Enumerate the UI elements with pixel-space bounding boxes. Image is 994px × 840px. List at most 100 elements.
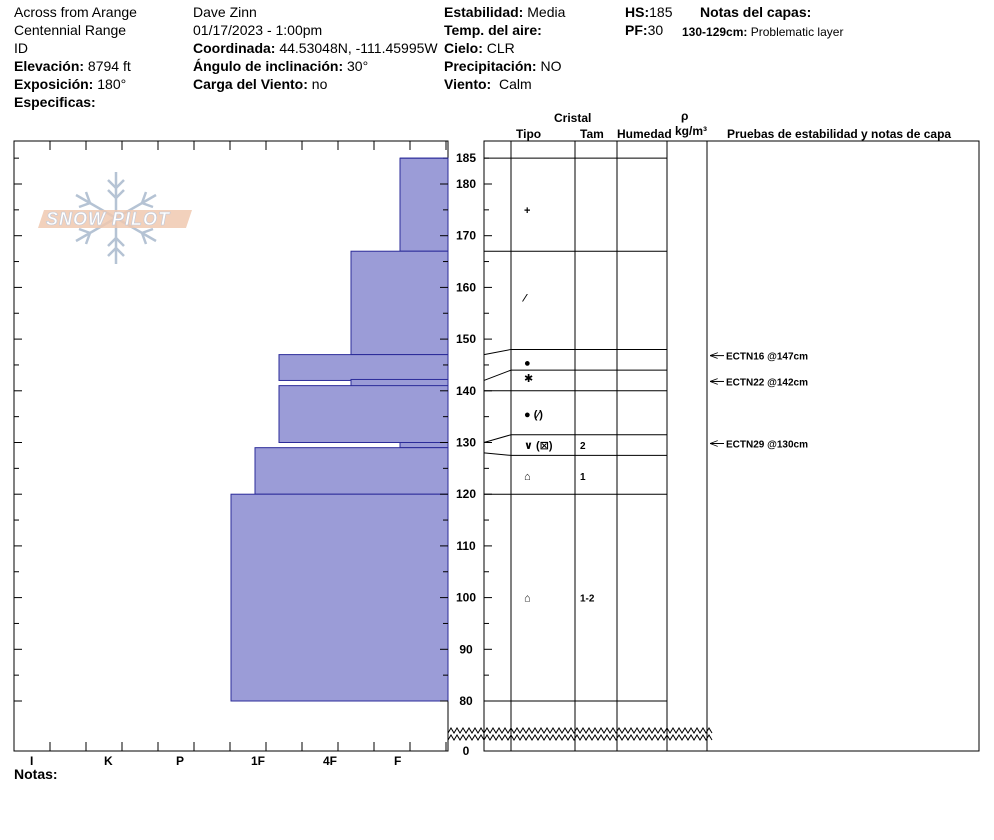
stability-label: Estabilidad: xyxy=(444,4,524,20)
aspect-field: Exposición: 180° xyxy=(14,76,126,92)
grain-size: 1 xyxy=(580,472,586,483)
aspect-label: Exposición: xyxy=(14,76,94,92)
tests-header: Pruebas de estabilidad y notas de capa xyxy=(727,127,952,141)
layer-connector xyxy=(483,452,512,456)
density-unit-header: kg/m³ xyxy=(675,124,708,138)
hardness-bar xyxy=(278,354,449,381)
precip-value: NO xyxy=(540,58,562,74)
height-tick-label: 80 xyxy=(459,694,473,708)
layer-note-range: 130-129cm: xyxy=(682,25,748,39)
wind-field: Viento: Calm xyxy=(444,76,532,92)
height-tick-label: 185 xyxy=(456,151,476,165)
hardness-bar xyxy=(230,493,449,702)
layer-connector xyxy=(483,434,512,443)
wind-load-field: Carga del Viento: no xyxy=(193,76,327,92)
break-squiggle xyxy=(447,734,713,741)
aspect-value: 180° xyxy=(97,76,127,92)
test-label: ECTN22 @142cm xyxy=(726,377,808,388)
hardness-bar xyxy=(350,378,449,388)
height-tick-label: 170 xyxy=(456,229,476,243)
grain-symbol: ∨ (⊠) xyxy=(524,440,553,452)
grain-size: 1-2 xyxy=(580,594,595,605)
layer-note: 130-129cm: Problematic layer xyxy=(682,24,843,40)
wind-label: Viento: xyxy=(444,76,492,92)
air-temp-field: Temp. del aire: xyxy=(444,22,542,38)
height-tick-label: 140 xyxy=(456,384,476,398)
specifics-label: Especificas: xyxy=(14,94,96,110)
location-name: Across from Arange xyxy=(14,4,137,20)
test-label: ECTN16 @147cm xyxy=(726,352,808,363)
hardness-bar xyxy=(399,157,449,252)
height-tick-label: 180 xyxy=(456,177,476,191)
slope-value: 30° xyxy=(347,58,369,74)
mountain-range: Centennial Range xyxy=(14,22,127,38)
layer-connector xyxy=(483,369,512,381)
slope-field: Ángulo de inclinación: 30° xyxy=(193,58,368,74)
size-header: Tam xyxy=(580,127,604,141)
grain-symbol: ⁄ xyxy=(521,293,528,305)
observation-datetime: 01/17/2023 - 1:00pm xyxy=(193,22,323,38)
wind-load-label: Carga del Viento: xyxy=(193,76,308,92)
hardness-label: K xyxy=(104,754,113,768)
height-tick-label: 100 xyxy=(456,591,476,605)
elevation-value: 8794 ft xyxy=(87,58,131,74)
hardness-label: F xyxy=(394,754,402,768)
coordinate-label: Coordinada: xyxy=(193,40,276,56)
wind-value: Calm xyxy=(498,76,532,92)
coordinate-value: 44.53048N, -111.45995W xyxy=(279,40,438,56)
slope-label: Ángulo de inclinación: xyxy=(193,58,344,74)
pf-label: PF: xyxy=(625,22,648,38)
height-axis: 185 180 170 160 150 140 130 120 110 100 90 80 0 xyxy=(400,151,492,758)
hardness-label: I xyxy=(30,754,34,768)
grain-table-frame xyxy=(483,140,980,752)
pf-field: PF:30 xyxy=(625,22,663,38)
height-tick-label: 90 xyxy=(459,642,473,656)
layer-notes-label: Notas del capas: xyxy=(700,4,812,20)
coordinate-field: Coordinada: 44.53048N, -111.45995W xyxy=(193,40,438,56)
height-tick-label: 110 xyxy=(456,539,476,553)
hs-field: HS:185 xyxy=(625,4,672,20)
hardness-bar xyxy=(350,250,449,356)
break-squiggle xyxy=(447,727,713,734)
stability-field: Estabilidad: Media xyxy=(444,4,565,20)
grain-symbol: ● (⁄) xyxy=(524,409,543,421)
layer-boundaries xyxy=(483,157,667,702)
logo-text: SNOW PILOT xyxy=(46,209,170,230)
state-code: ID xyxy=(14,40,28,56)
elevation-label: Elevación: xyxy=(14,58,85,74)
rho-header: ρ xyxy=(681,109,689,123)
sky-value: CLR xyxy=(486,40,515,56)
hardness-label: 1F xyxy=(251,754,266,768)
hardness-bar xyxy=(399,442,449,449)
stability-value: Media xyxy=(527,4,566,20)
type-header: Tipo xyxy=(516,127,542,141)
height-tick-label: 120 xyxy=(456,487,476,501)
observer-name: Dave Zinn xyxy=(193,4,257,20)
precip-label: Precipitación: xyxy=(444,58,537,74)
grain-size: 2 xyxy=(580,441,586,452)
hardness-bar xyxy=(254,447,449,495)
pf-value: 30 xyxy=(647,22,664,38)
test-label: ECTN29 @130cm xyxy=(726,440,808,451)
snowpilot-logo: SNOW PILOT xyxy=(38,170,198,270)
grain-symbol: ✱ xyxy=(524,373,533,385)
elevation-field: Elevación: 8794 ft xyxy=(14,58,131,74)
layer-note-text: Problematic layer xyxy=(750,25,844,39)
layer-connector xyxy=(483,348,512,356)
depth-break-marks xyxy=(447,727,713,741)
hardness-label: P xyxy=(176,754,185,768)
grain-symbol: ● xyxy=(524,357,531,369)
height-tick-label: 160 xyxy=(456,280,476,294)
height-tick-label: 150 xyxy=(456,332,476,346)
grain-symbol: ⌂ xyxy=(524,471,531,483)
stability-tests: ECTN16 @147cm ECTN22 @142cm ECTN29 @130cm xyxy=(710,352,808,451)
moisture-header: Humedad xyxy=(617,127,672,141)
grain-symbol: + xyxy=(524,205,530,217)
grain-symbols: + ⁄ ● ✱ ● (⁄) ∨ (⊠) 2 ⌂ 1 ⌂ 1-2 xyxy=(521,205,595,605)
sky-label: Cielo: xyxy=(444,40,483,56)
precip-field: Precipitación: NO xyxy=(444,58,561,74)
notes-label: Notas: xyxy=(14,766,58,782)
hs-label: HS: xyxy=(625,4,650,20)
wind-load-value: no xyxy=(311,76,328,92)
height-tick-label: 130 xyxy=(456,436,476,450)
